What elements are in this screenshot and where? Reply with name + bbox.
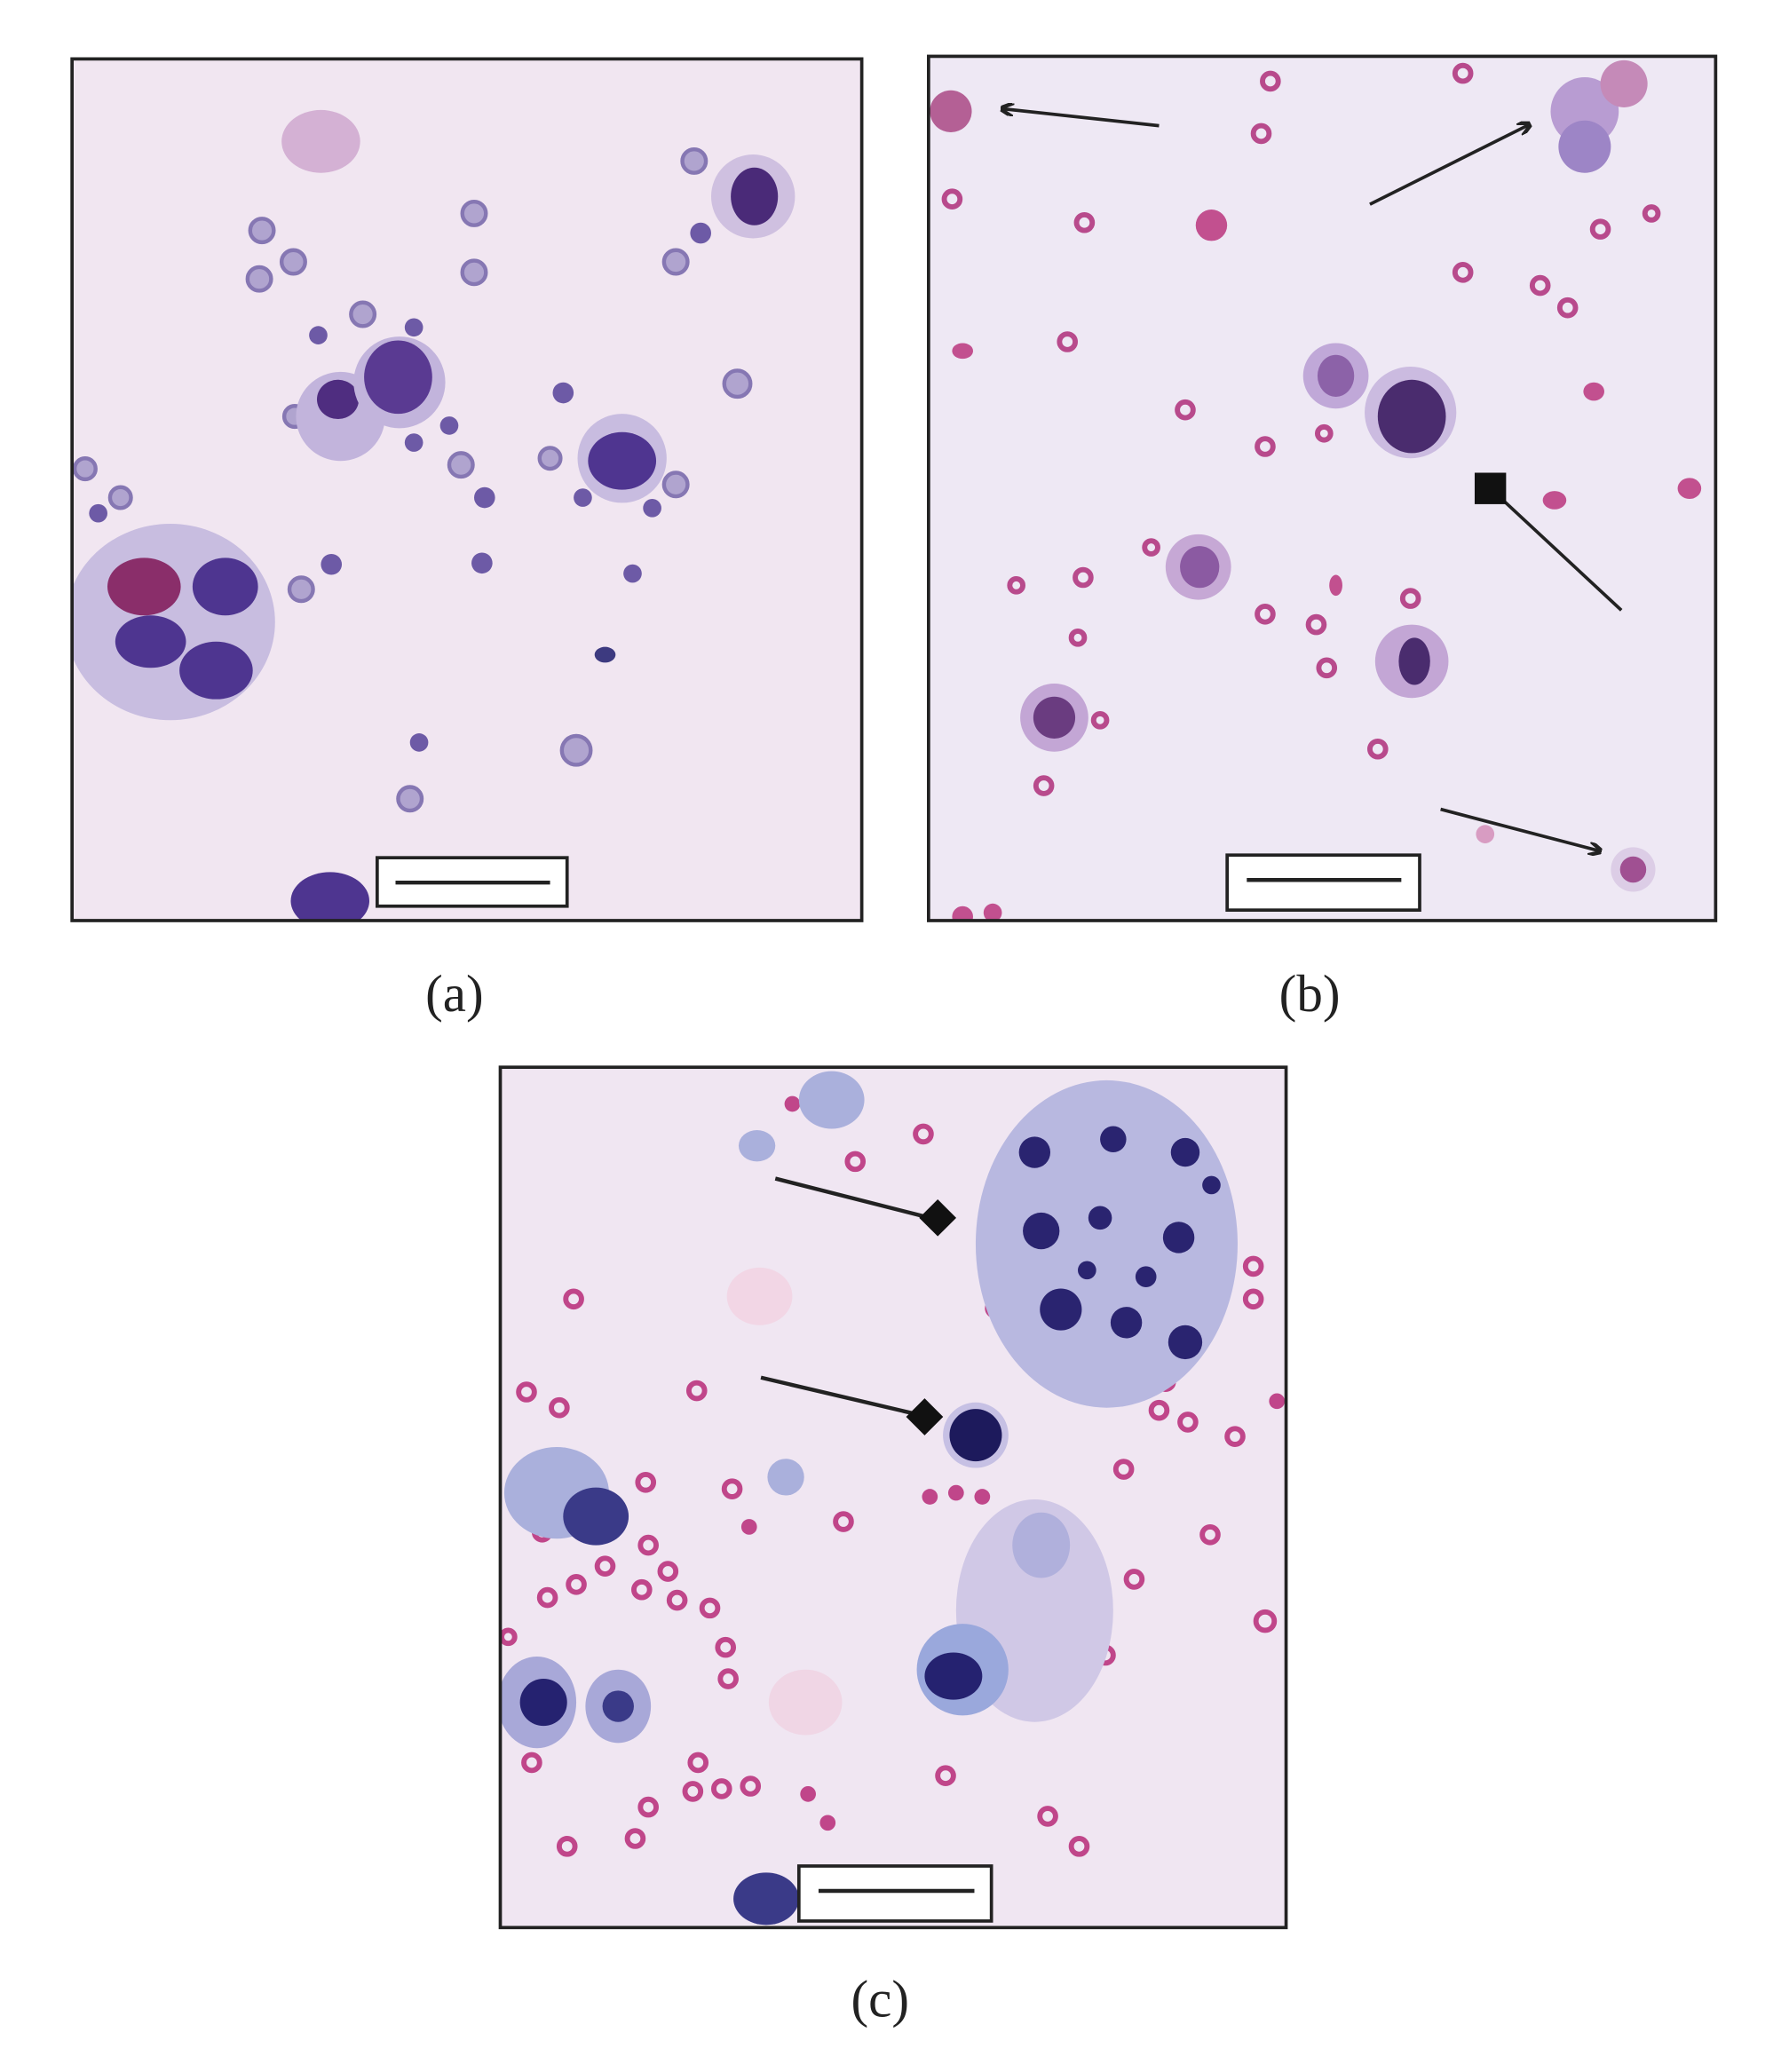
panel-label: (a): [425, 964, 483, 1023]
diamond-marker: [906, 1398, 944, 1435]
pointers: [760, 1176, 930, 1417]
scale-bar-box: [796, 1864, 993, 1923]
micrograph-c: [500, 1067, 1286, 1928]
micrograph-a: [72, 59, 862, 921]
diamond-marker: [919, 1198, 957, 1237]
square-marker: [1474, 472, 1507, 504]
scale-bar-box: [1225, 853, 1421, 913]
micrograph-b: [928, 56, 1716, 921]
arrows: [1001, 108, 1623, 850]
panel-frame: [498, 1065, 1288, 1930]
panel-label: (b): [1279, 964, 1341, 1023]
panel-frame: [927, 54, 1718, 922]
panel-frame: [70, 57, 864, 922]
panel-label: (c): [851, 1970, 909, 2029]
